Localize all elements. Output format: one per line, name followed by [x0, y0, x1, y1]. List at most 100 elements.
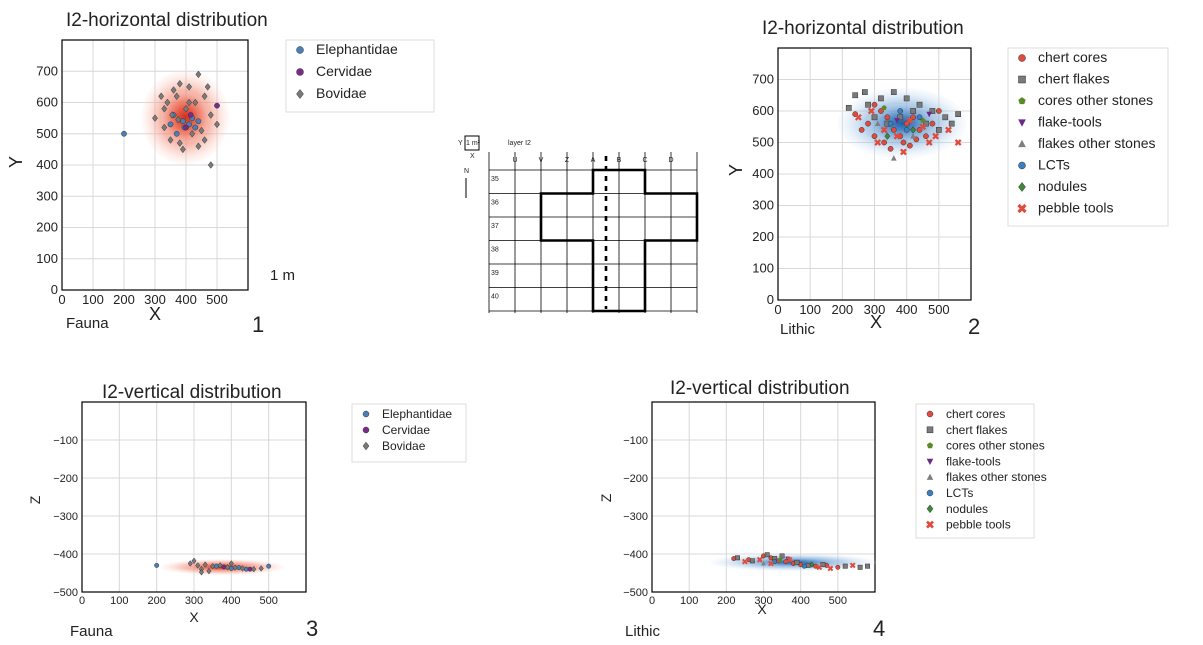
- legend-box: [285, 39, 435, 113]
- data-point-bovidae: [195, 142, 202, 151]
- legend-marker: [1018, 75, 1026, 84]
- x-tick-label: 500: [206, 292, 228, 307]
- data-point-bovidae: [186, 98, 193, 107]
- panel-1-legend: Elephantidae Cervidae Bovidae: [285, 39, 435, 113]
- data-point-bovidae: [225, 564, 231, 571]
- data-point-chert-cores: [871, 133, 878, 140]
- data-point-bovidae: [201, 92, 208, 101]
- data-point-bovidae: [240, 565, 246, 572]
- data-point-chert-flakes: [871, 114, 878, 121]
- legend-label: nodules: [946, 502, 988, 516]
- x-tick-label: 200: [831, 302, 853, 317]
- data-point-pebble-tools: [786, 556, 793, 563]
- y-tick-label: −300: [623, 511, 648, 523]
- data-point-bovidae: [206, 567, 212, 575]
- excavated-area-outline: [539, 168, 699, 313]
- data-point-chert-cores: [865, 120, 871, 127]
- plot-frame: [651, 401, 876, 593]
- panel-4-caption: Lithic: [625, 623, 661, 640]
- data-point-pebble-tools: [900, 148, 907, 156]
- data-point-bovidae: [198, 126, 205, 135]
- map-row-label: 38: [491, 247, 499, 254]
- legend-label: cores other stones: [946, 439, 1045, 453]
- data-point-bovidae: [207, 111, 214, 119]
- panel-1-title: I2-horizontal distribution: [66, 10, 268, 31]
- x-tick-label: 100: [799, 302, 821, 317]
- data-point-chert-flakes: [929, 108, 936, 114]
- data-point-elephantidae: [195, 118, 202, 125]
- data-point-chert-cores: [884, 114, 891, 121]
- legend-marker: [296, 46, 304, 54]
- data-point-bovidae: [169, 111, 175, 119]
- data-point-chert-flakes: [779, 553, 785, 559]
- legend-label: Elephantidae: [382, 407, 452, 421]
- x-tick-label: 400: [896, 302, 918, 317]
- legend-label: flake-tools: [946, 454, 1001, 468]
- map-row-label: 37: [491, 223, 499, 230]
- x-tick-label: 0: [774, 302, 781, 317]
- data-point-bovidae: [179, 145, 186, 154]
- excavation-grid-map: 1 m² Y X layer I2 N UVZABCD353637383940: [458, 135, 699, 313]
- data-point-pebble-tools: [945, 126, 952, 134]
- data-point-elephantidae: [266, 563, 272, 569]
- legend-label: LCTs: [946, 486, 973, 500]
- data-point-flake-tools: [926, 111, 933, 118]
- data-point-bovidae: [204, 83, 211, 91]
- legend-label: Bovidae: [382, 439, 426, 453]
- legend-box: [915, 403, 1035, 539]
- data-point-pebble-tools: [906, 117, 914, 124]
- data-point-bovidae: [175, 115, 182, 124]
- legend-label: cores other stones: [1038, 92, 1153, 108]
- legend-marker: [1018, 161, 1026, 170]
- panel-3-caption: Fauna: [70, 623, 113, 640]
- data-point-bovidae: [195, 562, 201, 569]
- legend-marker: [926, 504, 934, 514]
- data-point-cervidae: [187, 112, 194, 118]
- x-tick-label: 0: [58, 292, 65, 307]
- legend-box: [351, 403, 467, 463]
- scale-square-label: 1 m²: [466, 140, 481, 147]
- y-tick-label: −100: [623, 435, 648, 447]
- y-tick-label: −400: [623, 549, 648, 561]
- x-tick-label: 200: [147, 595, 165, 607]
- data-point-chert-cores: [835, 564, 841, 570]
- data-point-bovidae: [161, 123, 168, 132]
- panel-2-legend: chert cores chert flakes cores other stone…: [1007, 47, 1169, 227]
- data-point-pebble-tools: [919, 123, 927, 131]
- x-tick-label: 200: [113, 292, 135, 307]
- data-point-pebble-tools: [854, 113, 862, 121]
- data-point-bovidae: [170, 86, 177, 94]
- plot-frame: [81, 401, 307, 593]
- y-tick-label: 700: [36, 63, 58, 78]
- data-point-chert-cores: [890, 127, 897, 133]
- data-point-chert-cores: [935, 108, 942, 114]
- data-point-bovidae: [201, 136, 208, 144]
- panel-1-xlabel: X: [149, 304, 161, 324]
- panel-2-number: 2: [968, 314, 980, 339]
- data-point-chert-flakes: [794, 559, 800, 565]
- x-tick-label: 100: [680, 595, 698, 607]
- panel-2-title: I2-horizontal distribution: [762, 18, 964, 39]
- data-point-bovidae: [195, 70, 202, 79]
- legend-label: pebble tools: [946, 518, 1011, 532]
- data-point-bovidae: [232, 564, 238, 571]
- data-point-bovidae: [183, 104, 189, 113]
- data-point-pebble-tools: [849, 562, 856, 569]
- data-point-bovidae: [228, 560, 234, 567]
- legend-marker: [362, 441, 370, 451]
- legend-label: pebble tools: [1038, 200, 1114, 216]
- data-point-chert-flakes: [862, 89, 868, 95]
- data-point-bovidae: [176, 139, 183, 147]
- panel-4-legend: chert cores chert flakes cores other stone…: [915, 403, 1047, 539]
- data-point-chert-cores: [887, 145, 894, 152]
- panel-4-ylabel: Z: [598, 493, 614, 502]
- plot-frame: [777, 47, 972, 301]
- legend-label: Bovidae: [316, 85, 367, 101]
- data-point-bovidae: [217, 562, 223, 569]
- legend-marker: [926, 426, 934, 434]
- data-point-pebble-tools: [827, 565, 834, 572]
- y-tick-label: 100: [36, 251, 58, 266]
- data-point-pebble-tools: [880, 126, 888, 134]
- legend-marker: [362, 426, 370, 434]
- data-point-chert-flakes: [845, 105, 852, 111]
